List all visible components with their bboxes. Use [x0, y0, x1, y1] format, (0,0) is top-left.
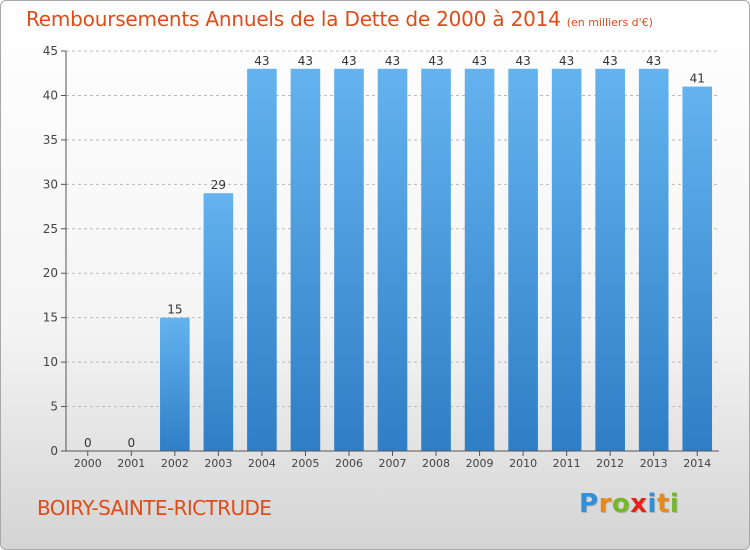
x-tick-label-2013: 2013	[640, 457, 668, 470]
bars	[160, 68, 713, 452]
logo-letter: i	[647, 489, 657, 519]
bar-2010	[508, 68, 538, 452]
data-label-2011: 43	[559, 54, 574, 68]
data-label-2010: 43	[515, 54, 530, 68]
y-tick-label: 45	[43, 44, 58, 58]
logo-letter: x	[630, 489, 648, 519]
y-tick-label: 40	[43, 88, 58, 102]
x-tick-label-2009: 2009	[466, 457, 494, 470]
data-label-2003: 29	[211, 178, 226, 192]
bar-2006	[334, 68, 364, 452]
proxiti-logo: Proxiti	[579, 489, 679, 519]
data-label-2007: 43	[385, 54, 400, 68]
logo-letter: i	[669, 489, 680, 519]
x-tick-label-2004: 2004	[248, 457, 276, 470]
chart-title-text: Remboursements Annuels de la Dette de 20…	[26, 7, 561, 31]
x-tick-label-2008: 2008	[422, 457, 450, 470]
x-tick-label-2003: 2003	[204, 457, 232, 470]
data-label-2009: 43	[472, 54, 487, 68]
y-tick-label: 35	[43, 133, 58, 147]
x-tick-label-2007: 2007	[379, 457, 407, 470]
data-label-2013: 43	[646, 54, 661, 68]
bar-2012	[595, 68, 625, 452]
data-label-2004: 43	[254, 54, 269, 68]
y-tick-label: 15	[43, 311, 58, 325]
bar-2011	[551, 68, 582, 452]
x-tick-label-2014: 2014	[683, 457, 711, 470]
x-tick-label-2000: 2000	[74, 457, 102, 470]
x-tick-label-2001: 2001	[117, 457, 145, 470]
x-tick-label-2006: 2006	[335, 457, 363, 470]
y-tick-label: 5	[50, 400, 58, 414]
x-tick-label-2012: 2012	[596, 457, 624, 470]
bar-2005	[290, 68, 321, 452]
x-tick-label-2005: 2005	[291, 457, 319, 470]
data-label-2000: 0	[84, 436, 92, 450]
bar-2007	[377, 68, 408, 452]
bar-2004	[247, 68, 277, 452]
x-tick-label-2002: 2002	[161, 457, 189, 470]
bar-2013	[638, 68, 669, 452]
y-tick-label: 20	[43, 266, 58, 280]
bar-2003	[203, 193, 234, 451]
bar-2002	[160, 317, 190, 451]
chart-unit: (en milliers d'€)	[566, 16, 653, 29]
y-tick-label: 10	[43, 355, 58, 369]
data-label-2006: 43	[341, 54, 356, 68]
commune-name: BOIRY-SAINTE-RICTRUDE	[37, 496, 272, 520]
data-label-2001: 0	[127, 436, 135, 450]
data-label-2008: 43	[428, 54, 443, 68]
logo-letter: P	[579, 489, 599, 519]
data-label-2012: 43	[603, 54, 618, 68]
x-tick-label-2011: 2011	[553, 457, 581, 470]
bar-2009	[464, 68, 495, 452]
x-tick-label-2010: 2010	[509, 457, 537, 470]
y-tick-label: 0	[50, 444, 58, 458]
y-tick-label: 25	[43, 222, 58, 236]
axes	[61, 50, 719, 456]
data-label-2014: 41	[690, 72, 705, 86]
bar-2008	[421, 68, 451, 452]
bar-2014	[682, 86, 713, 452]
logo-letter: o	[611, 489, 631, 519]
chart-title: Remboursements Annuels de la Dette de 20…	[26, 7, 653, 31]
logo-letter: r	[598, 489, 612, 519]
data-label-2002: 15	[167, 303, 182, 317]
y-tick-label: 30	[43, 177, 58, 191]
logo-letter: t	[656, 489, 670, 519]
labels: 0 5 10 15 20 25 30 35 40 45 0 2000 0 2001 15 2002 29 2003…	[43, 44, 712, 470]
data-label-2005: 43	[298, 54, 313, 68]
